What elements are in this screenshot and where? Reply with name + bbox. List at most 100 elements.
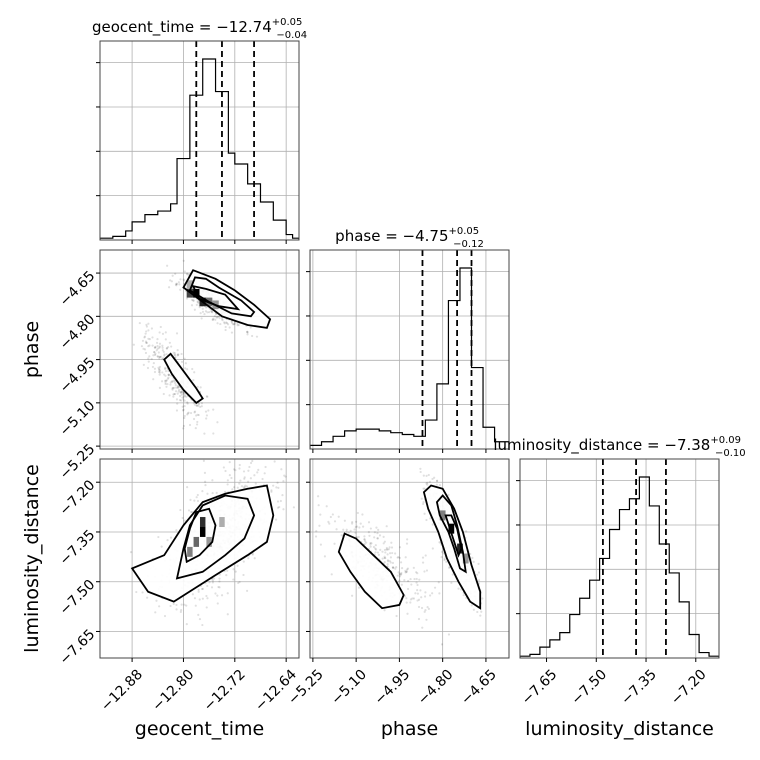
density-cell	[199, 517, 206, 527]
sample-point	[210, 310, 214, 313]
sample-point	[205, 414, 209, 417]
sample-point	[228, 461, 231, 464]
x-tick-label-geocent_time: −12.72	[201, 667, 249, 715]
sample-point	[174, 283, 178, 286]
sample-point	[201, 490, 204, 493]
sample-point	[349, 529, 352, 532]
sample-point	[200, 587, 204, 591]
sample-point	[176, 402, 179, 405]
sample-point	[406, 587, 410, 591]
sample-point	[158, 365, 162, 368]
sample-point	[203, 432, 206, 435]
sample-point	[214, 312, 218, 316]
sample-point	[423, 512, 426, 515]
sample-point	[215, 491, 218, 495]
sample-point	[181, 391, 184, 394]
sample-point	[390, 546, 394, 549]
sample-point	[182, 408, 185, 411]
density-cell	[206, 536, 212, 547]
sample-point	[245, 589, 249, 592]
sample-point	[186, 413, 189, 416]
sample-point	[165, 353, 168, 356]
y-axis-label-phase: phase	[21, 321, 43, 378]
sample-point	[186, 401, 189, 404]
sample-point	[152, 350, 156, 354]
sample-point	[181, 409, 185, 412]
axes-frame-geocent_time_vs_luminosity_distance	[99, 458, 300, 659]
sample-point	[172, 386, 176, 389]
sample-point	[169, 279, 172, 282]
sample-point	[197, 302, 200, 305]
sample-point	[270, 490, 273, 493]
contour-fill	[423, 485, 481, 609]
sample-point	[369, 541, 372, 545]
sample-point	[161, 332, 165, 335]
sample-point	[154, 611, 157, 614]
sample-point	[163, 379, 167, 382]
sample-point	[395, 614, 398, 618]
sample-point	[148, 338, 151, 341]
sample-point	[236, 564, 239, 567]
sample-point	[323, 555, 326, 558]
sample-point	[418, 578, 421, 581]
sample-point	[225, 574, 228, 577]
sample-point	[191, 367, 194, 371]
sample-point	[174, 390, 178, 393]
sample-point	[435, 479, 439, 483]
sample-point	[196, 300, 199, 303]
sample-point	[196, 413, 199, 416]
sample-point	[465, 530, 468, 533]
sample-point	[404, 569, 407, 572]
sample-point	[165, 379, 168, 382]
sample-point	[251, 553, 254, 556]
sample-point	[278, 505, 281, 509]
sample-point	[243, 477, 246, 480]
sample-point	[206, 584, 209, 588]
sample-point	[279, 499, 282, 503]
sample-point	[147, 345, 150, 348]
sample-point	[374, 551, 377, 554]
sample-point	[236, 324, 239, 327]
sample-point	[195, 423, 199, 426]
sample-point	[398, 546, 402, 549]
x-tick-label-phase: −4.65	[458, 667, 500, 709]
sample-point	[398, 575, 402, 578]
sample-point	[202, 459, 205, 462]
sample-point	[214, 318, 217, 321]
sample-point	[374, 547, 377, 550]
sample-point	[246, 330, 249, 334]
sample-point	[155, 599, 158, 602]
sample-point	[239, 452, 241, 454]
sample-point	[244, 484, 247, 487]
contour-fill	[338, 533, 404, 609]
title-plus: +0.05	[272, 17, 303, 28]
sample-point	[183, 416, 186, 420]
sample-point	[205, 606, 208, 609]
sample-point	[151, 365, 155, 369]
sample-point	[178, 394, 182, 398]
sample-point	[246, 333, 249, 336]
sample-point	[427, 473, 430, 477]
sample-point	[192, 299, 195, 302]
sample-point	[163, 354, 166, 357]
sample-point	[160, 380, 164, 383]
sample-point	[325, 505, 328, 508]
sample-point	[409, 601, 412, 604]
sample-point	[206, 597, 209, 600]
sample-point	[186, 368, 189, 371]
y-tick-label-phase: −4.95	[57, 355, 99, 397]
sample-point	[292, 506, 295, 509]
sample-point	[152, 354, 155, 357]
sample-point	[153, 367, 157, 370]
sample-point	[200, 402, 204, 405]
sample-point	[421, 626, 424, 629]
plot-area-geocent_time_vs_phase	[100, 250, 299, 449]
sample-point	[232, 468, 236, 471]
sample-point	[383, 609, 386, 612]
y-tick-label-phase: −5.25	[57, 441, 99, 483]
sample-point	[160, 355, 163, 358]
sample-point	[154, 352, 157, 355]
sample-point	[172, 602, 175, 606]
sample-point	[156, 355, 159, 358]
